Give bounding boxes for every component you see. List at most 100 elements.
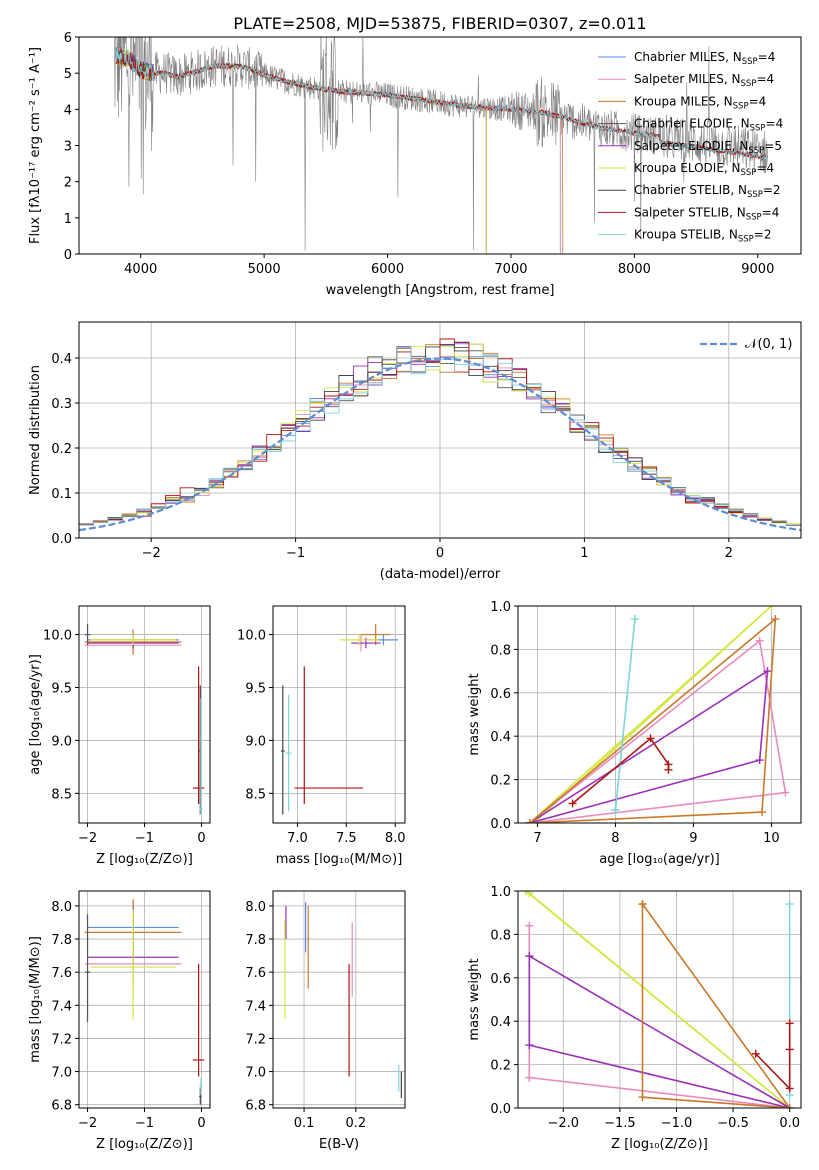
weight-marker (785, 1084, 794, 1093)
x-tick-label: 8.0 (385, 831, 406, 846)
errorbar-point (192, 963, 205, 1077)
weight-marker (758, 808, 767, 817)
x-tick-label: 5000 (248, 262, 281, 277)
x-tick-label: 0 (197, 831, 205, 846)
y-tick-label: 0.2 (51, 442, 72, 457)
y-tick-label: 0.6 (490, 687, 511, 702)
y-tick-label: 8.5 (245, 787, 266, 802)
y-tick-label: 7.0 (51, 1066, 72, 1081)
spectrum-legend: Chabrier MILES, NSSP=4 Salpeter MILES, NS… (598, 50, 783, 245)
errorbar-point (361, 623, 391, 646)
x-tick-label: 7.5 (336, 831, 357, 846)
weight-marker (568, 799, 577, 808)
weight-line (525, 891, 791, 1108)
y-tick-label: 7.6 (51, 966, 72, 981)
x-tick-label: 0.2 (345, 1116, 366, 1131)
y-axis-label: mass weight (467, 673, 482, 755)
errorbar-point (294, 666, 363, 804)
weight-marker (611, 805, 620, 814)
legend-entry: Kroupa ELODIE, NSSP=4 (634, 161, 774, 178)
axes-frame (272, 605, 406, 824)
y-tick-label: 0.4 (490, 730, 511, 745)
y-tick-label: 0.8 (490, 928, 511, 943)
errorbar-point (90, 909, 176, 1021)
y-tick-label: 9.0 (51, 734, 72, 749)
x-tick-label: 7.0 (287, 831, 308, 846)
weight-line (528, 955, 791, 1108)
x-tick-label: −2 (142, 546, 161, 561)
chart-mass-vs-EBV: 0.1 0.2 6.8 7.0 7.2 7.4 7.6 7.8 8.0 E(B-V) (245, 890, 406, 1152)
y-tick-label: 9.5 (245, 682, 266, 697)
legend-entry: Chabrier ELODIE, NSSP=4 (634, 117, 783, 134)
y-tick-label: 6.8 (245, 1099, 266, 1114)
x-axis-label: wavelength [Angstrom, rest frame] (326, 283, 555, 298)
y-tick-label: 5 (64, 67, 72, 82)
errorbar-point (90, 634, 176, 646)
plot-area (518, 891, 801, 1108)
x-axis-label: (data-model)/error (380, 567, 501, 582)
weight-marker (771, 615, 780, 624)
y-tick-label: 6 (64, 31, 72, 46)
plot-area (518, 606, 801, 823)
x-axis-label: mass [log₁₀(M/M⊙)] (276, 852, 403, 867)
x-axis-label: Z [log₁₀(Z/Z⊙)] (96, 1137, 193, 1152)
y-tick-label: 9.0 (245, 734, 266, 749)
chart-massweight-vs-age: 7 8 9 10 0.0 0.2 0.4 0.6 0.8 1.0 age [log₁₀(age/yr… (467, 600, 802, 867)
weight-marker (630, 615, 639, 624)
y-tick-label: 0.4 (51, 352, 72, 367)
x-axis-label: Z [log₁₀(Z/Z⊙)] (611, 1137, 708, 1152)
plot-area (114, 37, 769, 254)
figure-title: PLATE=2508, MJD=53875, FIBERID=0307, z=0… (233, 14, 646, 33)
weight-line (529, 606, 772, 823)
x-tick-label: 2 (725, 546, 733, 561)
weight-marker (525, 1041, 534, 1050)
weight-line (529, 639, 787, 823)
y-tick-label: 8.0 (245, 900, 266, 915)
x-tick-label: 8 (611, 831, 619, 846)
y-tick-label: 0.2 (490, 774, 511, 789)
errorbar-point (339, 634, 379, 646)
y-tick-label: 1 (64, 212, 72, 227)
axes-frame (272, 890, 406, 1109)
y-tick-label: 1.0 (490, 600, 511, 615)
weight-marker (763, 667, 772, 676)
weight-marker (525, 952, 534, 961)
x-tick-label: 0.0 (779, 1116, 800, 1131)
weight-line (529, 617, 777, 823)
y-axis-label: Normed distribution (28, 365, 43, 495)
errorbar-point (285, 694, 292, 812)
x-tick-label: 7000 (494, 262, 527, 277)
weight-marker (638, 1093, 647, 1102)
y-tick-label: 0.0 (51, 532, 72, 547)
weight-line (614, 618, 636, 811)
chart-age-vs-mass: 7.0 7.5 8.0 8.5 9.0 9.5 10.0 mass [log₁₀(M/M⊙)] (237, 605, 406, 867)
gaussian-curve (79, 357, 801, 532)
weight-marker (767, 606, 776, 610)
weight-marker (751, 1049, 760, 1058)
y-tick-label: 7.2 (245, 1032, 266, 1047)
weight-marker (755, 636, 764, 645)
x-tick-label: 4000 (124, 262, 157, 277)
y-tick-label: 0.2 (490, 1059, 511, 1074)
y-tick-label: 10.0 (237, 629, 266, 644)
x-tick-label: −1 (135, 1116, 154, 1131)
weight-line (641, 903, 791, 1108)
chart-massweight-vs-Z: −2.0 −1.5 −1.0 −0.5 0.0 0.0 0.2 0.4 0.6 0.8 1.0 Z [… (467, 885, 802, 1152)
y-tick-label: 7.6 (245, 966, 266, 981)
legend-entry: Salpeter ELODIE, NSSP=5 (634, 139, 782, 156)
x-tick-label: −1 (286, 546, 305, 561)
weight-marker (785, 1045, 794, 1054)
weight-line (755, 1023, 791, 1091)
x-tick-label: −2.0 (547, 1116, 579, 1131)
x-tick-label: 0.1 (294, 1116, 315, 1131)
histogram-step (79, 346, 801, 525)
y-tick-label: 9.5 (51, 682, 72, 697)
y-axis-label: Flux [fλ10⁻¹⁷ erg cm⁻² s⁻¹ A⁻¹] (28, 47, 43, 244)
y-tick-label: 6.8 (51, 1099, 72, 1114)
legend-entry: 𝒩(0, 1) (745, 337, 792, 352)
y-tick-label: 7.2 (51, 1032, 72, 1047)
weight-marker (781, 788, 790, 797)
x-tick-label: 9 (689, 831, 697, 846)
weight-marker (785, 1104, 794, 1108)
